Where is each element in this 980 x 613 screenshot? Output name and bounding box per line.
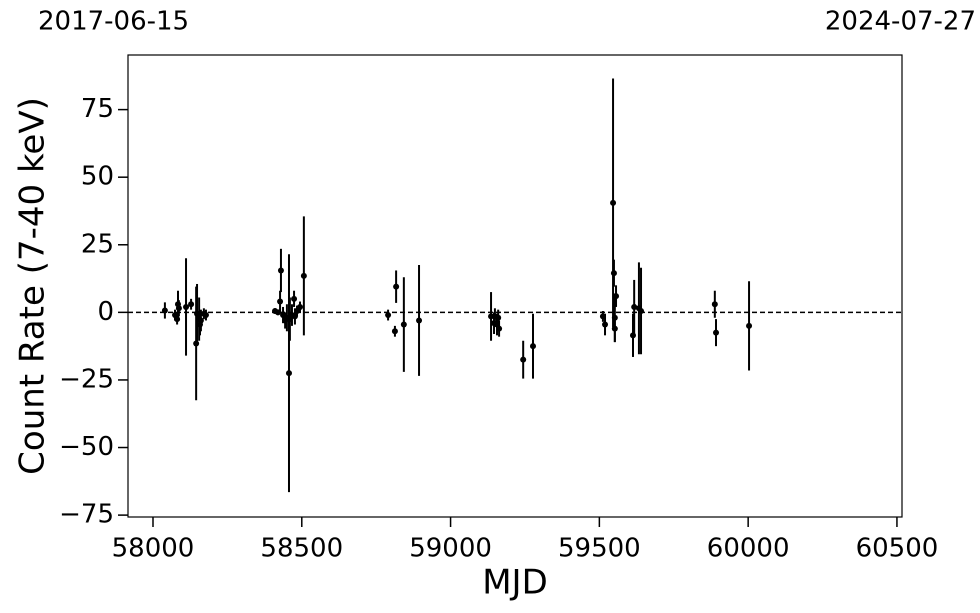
data-point — [202, 312, 209, 319]
data-point — [711, 301, 718, 308]
data-point — [746, 322, 753, 329]
y-tick-label: 75 — [81, 94, 114, 124]
x-tick-label: 58000 — [112, 534, 195, 564]
x-axis-label: MJD — [482, 563, 548, 603]
x-tick-label: 58500 — [260, 534, 343, 564]
data-point — [530, 343, 537, 350]
data-point — [161, 307, 168, 314]
data-point — [400, 321, 407, 328]
data-point — [277, 298, 284, 305]
y-tick-label: 0 — [97, 297, 114, 327]
data-point — [602, 321, 609, 328]
data-point — [638, 308, 645, 315]
y-tick-label: 25 — [81, 229, 114, 259]
data-point — [175, 305, 182, 312]
y-tick-label: −75 — [59, 500, 114, 530]
data-point — [713, 329, 720, 336]
data-point — [188, 301, 195, 308]
data-point — [613, 293, 620, 300]
data-point — [520, 356, 527, 363]
data-point — [277, 267, 284, 274]
data-point — [197, 317, 204, 324]
data-point — [385, 312, 392, 319]
x-tick-label: 59500 — [558, 534, 641, 564]
data-point — [495, 314, 502, 321]
data-point — [391, 328, 398, 335]
data-point — [300, 272, 307, 279]
start-date: 2017-06-15 — [38, 7, 189, 37]
data-point — [297, 303, 303, 310]
x-tick-label: 60000 — [707, 534, 790, 564]
x-tick-label: 59000 — [409, 534, 492, 564]
data-point — [496, 325, 503, 332]
data-point — [393, 283, 400, 290]
data-point — [416, 317, 423, 324]
x-tick-label: 60500 — [856, 534, 939, 564]
data-point — [610, 270, 617, 277]
data-point — [291, 295, 298, 302]
end-date: 2024-07-27 — [825, 7, 976, 37]
data-point — [611, 325, 618, 332]
data-point — [285, 370, 292, 377]
data-point — [631, 303, 638, 310]
data-point — [183, 303, 190, 310]
y-tick-label: −25 — [59, 364, 114, 394]
data-point — [610, 199, 617, 206]
y-tick-label: 50 — [81, 162, 114, 192]
y-axis-label: Count Rate (7-40 keV) — [13, 97, 53, 475]
y-tick-label: −50 — [59, 432, 114, 462]
plot-frame — [127, 54, 903, 518]
